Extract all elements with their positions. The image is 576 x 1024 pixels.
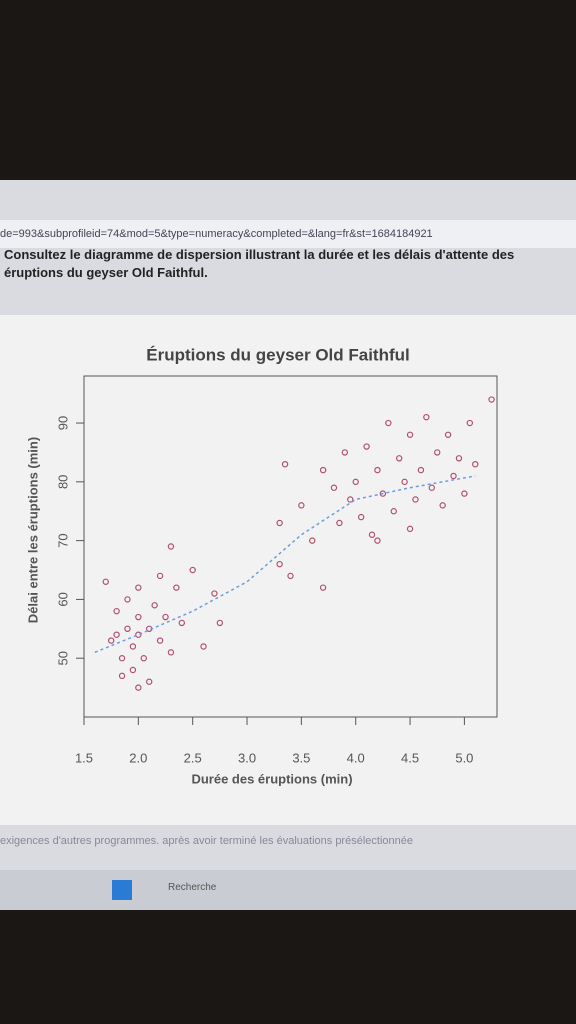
x-tick-label: 1.5 bbox=[75, 750, 93, 765]
data-point bbox=[412, 496, 419, 503]
plot-frame bbox=[83, 375, 498, 718]
data-point bbox=[385, 419, 392, 427]
data-point bbox=[135, 631, 142, 638]
data-point bbox=[178, 619, 186, 627]
data-point bbox=[352, 478, 359, 486]
y-tick-label: 60 bbox=[55, 592, 70, 606]
data-point bbox=[113, 631, 120, 638]
taskbar: Recherche bbox=[0, 870, 576, 910]
y-tick-label: 80 bbox=[55, 475, 70, 489]
data-point bbox=[102, 578, 109, 585]
data-point bbox=[319, 584, 327, 591]
data-point bbox=[124, 596, 131, 603]
data-point bbox=[298, 502, 305, 509]
data-point bbox=[173, 584, 180, 591]
data-point bbox=[472, 460, 479, 468]
x-tick-label: 2.5 bbox=[184, 750, 202, 765]
data-point bbox=[461, 490, 468, 497]
x-tick-label: 4.0 bbox=[347, 750, 365, 765]
data-point bbox=[363, 443, 370, 450]
y-tick-label: 70 bbox=[55, 533, 70, 547]
data-point bbox=[417, 466, 425, 474]
data-point bbox=[439, 502, 446, 509]
data-point bbox=[341, 449, 349, 456]
data-point bbox=[347, 496, 354, 503]
data-point bbox=[450, 472, 457, 480]
x-tick-label: 2.0 bbox=[129, 750, 147, 765]
data-point bbox=[309, 537, 316, 544]
y-tick-label: 90 bbox=[55, 416, 70, 430]
data-point bbox=[455, 455, 463, 462]
data-point bbox=[156, 637, 164, 644]
data-point bbox=[113, 607, 120, 615]
data-point bbox=[434, 449, 441, 456]
data-point bbox=[146, 678, 153, 685]
search-box[interactable]: Recherche bbox=[168, 882, 217, 893]
x-tick-label: 4.5 bbox=[401, 750, 419, 765]
data-point bbox=[330, 484, 338, 491]
data-point bbox=[336, 519, 343, 527]
data-point bbox=[107, 637, 115, 644]
data-point bbox=[167, 543, 175, 550]
x-tick-label: 5.0 bbox=[455, 750, 473, 765]
data-point bbox=[140, 655, 147, 662]
data-point bbox=[357, 513, 365, 521]
data-point bbox=[281, 460, 289, 468]
data-point bbox=[319, 466, 327, 474]
data-point bbox=[135, 584, 142, 591]
data-point bbox=[135, 613, 142, 621]
y-tick-label: 50 bbox=[55, 651, 70, 665]
data-point bbox=[423, 413, 430, 421]
data-point bbox=[276, 519, 283, 527]
data-point bbox=[118, 655, 126, 662]
data-point bbox=[135, 684, 142, 691]
question: Consultez le diagramme de dispersion ill… bbox=[4, 247, 515, 280]
data-point bbox=[444, 431, 452, 438]
data-point bbox=[395, 455, 403, 462]
data-point bbox=[406, 431, 414, 438]
data-point bbox=[162, 613, 169, 621]
data-point bbox=[151, 602, 158, 609]
data-point bbox=[200, 643, 207, 650]
x-tick-label: 3.0 bbox=[238, 750, 256, 765]
data-point bbox=[488, 396, 495, 403]
data-point bbox=[428, 484, 435, 491]
trend-line bbox=[94, 475, 476, 654]
data-point bbox=[156, 572, 164, 580]
chart-title: Éruptions du geyser Old Faithful bbox=[146, 345, 410, 364]
data-point bbox=[379, 490, 387, 497]
data-point bbox=[124, 625, 131, 633]
data-point bbox=[189, 566, 196, 574]
data-point bbox=[368, 531, 376, 538]
data-point bbox=[129, 666, 137, 674]
data-point bbox=[374, 466, 381, 474]
data-point bbox=[129, 643, 137, 650]
data-point bbox=[118, 672, 126, 680]
url-bar[interactable]: de=993&subprofileid=74&mod=5&type=numera… bbox=[0, 220, 576, 248]
y-axis-label: Délai entre les éruptions (min) bbox=[25, 437, 40, 623]
data-point bbox=[276, 560, 283, 568]
data-point bbox=[406, 525, 414, 533]
chart-panel bbox=[0, 315, 576, 825]
x-axis-label: Durée des éruptions (min) bbox=[191, 771, 352, 786]
data-point bbox=[390, 508, 397, 515]
start-button[interactable] bbox=[112, 880, 132, 900]
data-point bbox=[374, 537, 381, 544]
data-point bbox=[401, 478, 408, 486]
data-point bbox=[167, 649, 175, 656]
data-point bbox=[211, 590, 218, 597]
x-tick-label: 3.5 bbox=[292, 750, 310, 765]
data-point bbox=[287, 572, 294, 580]
data-point bbox=[216, 619, 224, 627]
data-point bbox=[466, 419, 474, 427]
footer-text: exigences d'autres programmes. après avo… bbox=[0, 835, 413, 847]
